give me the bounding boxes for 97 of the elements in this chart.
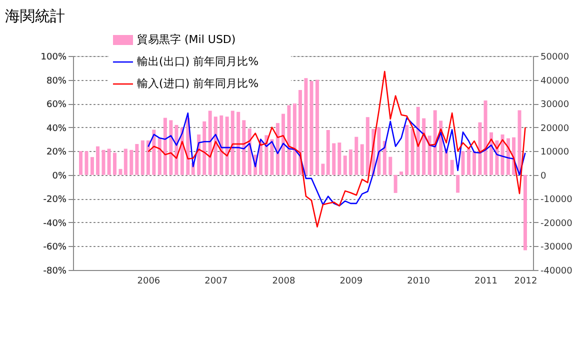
bar — [338, 142, 342, 175]
y2-tick-label: 10000 — [540, 148, 570, 158]
bar — [236, 112, 240, 175]
bar — [466, 148, 470, 175]
y2-tick-label: 0 — [540, 171, 546, 182]
bar — [416, 106, 420, 175]
bar — [214, 116, 218, 175]
bar — [348, 149, 352, 175]
x-tick-label: 2007 — [204, 276, 228, 286]
x-tick-label: 2006 — [137, 276, 160, 286]
bar — [484, 100, 488, 175]
bar — [326, 130, 330, 175]
y2-tick-label: 40000 — [540, 76, 570, 86]
bar — [388, 156, 392, 175]
bar — [118, 168, 122, 175]
bar — [292, 104, 296, 175]
bar — [130, 150, 134, 175]
bar — [163, 118, 167, 175]
bar — [202, 121, 206, 175]
y-tick-label: 0% — [52, 171, 67, 182]
y-tick-label: -40% — [43, 218, 67, 229]
line-series — [148, 112, 526, 206]
bar — [79, 151, 83, 175]
legend-label: 貿易黒字 (Mil USD) — [137, 33, 236, 46]
bar — [158, 138, 162, 175]
bar — [146, 140, 150, 175]
y2-tick-label: 30000 — [540, 100, 570, 110]
x-tick-label: 2012 — [514, 276, 538, 286]
bar — [90, 157, 94, 175]
bar — [124, 148, 128, 175]
bar — [298, 90, 302, 175]
bar — [354, 136, 358, 175]
bar — [472, 151, 476, 175]
bar — [102, 150, 106, 175]
bar — [500, 134, 504, 175]
bar — [382, 140, 386, 175]
bar — [394, 174, 398, 193]
bar — [343, 156, 347, 175]
bar — [366, 117, 370, 175]
bar — [478, 122, 482, 175]
bar — [84, 151, 88, 175]
x-tick-label: 2011 — [474, 276, 498, 286]
bar — [96, 146, 100, 175]
y2-tick-label: -40000 — [540, 266, 573, 276]
bar — [270, 139, 274, 175]
bar — [450, 160, 454, 175]
y2-tick-label: 20000 — [540, 124, 570, 134]
bar — [135, 144, 139, 175]
bar — [276, 123, 280, 175]
bar — [405, 124, 409, 175]
bar — [410, 128, 414, 175]
bar — [461, 151, 465, 175]
bar — [422, 118, 426, 175]
bar — [140, 140, 144, 175]
bar — [518, 110, 522, 175]
bar — [304, 78, 308, 175]
bar — [321, 164, 325, 175]
bar — [456, 174, 460, 193]
y2-tick-label: -30000 — [540, 242, 573, 253]
y-tick-label: 100% — [40, 52, 67, 62]
bar — [310, 80, 314, 175]
bar — [433, 110, 437, 175]
bar — [281, 114, 285, 175]
y2-tick-label: -20000 — [540, 218, 573, 229]
bar — [242, 120, 246, 175]
bar — [169, 120, 173, 175]
y2-tick-label: -10000 — [540, 195, 573, 206]
bar — [523, 174, 527, 250]
bar — [220, 115, 224, 175]
bar — [400, 172, 404, 175]
y-tick-label: 40% — [46, 124, 67, 134]
bar — [287, 105, 291, 175]
line-series — [148, 70, 526, 228]
bar — [428, 136, 432, 175]
bar — [225, 116, 229, 175]
legend-label: 輸出(出口) 前年同月比% — [137, 55, 259, 68]
x-tick-label: 2008 — [272, 276, 296, 286]
y-tick-label: -20% — [43, 195, 67, 206]
legend-label: 輸入(进口) 前年同月比% — [137, 77, 259, 90]
y-tick-label: 80% — [46, 76, 67, 86]
bar — [315, 80, 319, 175]
x-tick-label: 2009 — [340, 276, 363, 286]
bar — [208, 110, 212, 175]
bar — [332, 143, 336, 175]
bar — [152, 130, 156, 175]
y-tick-label: -60% — [43, 242, 67, 253]
bar — [107, 148, 111, 175]
y-tick-label: 60% — [46, 100, 67, 110]
bar — [360, 144, 364, 175]
y2-tick-label: 50000 — [540, 52, 570, 62]
bar — [230, 110, 234, 175]
chart-title: 海関統計 — [5, 7, 65, 25]
bar — [113, 152, 117, 175]
y-tick-label: 20% — [46, 148, 67, 158]
x-tick-label: 2010 — [407, 276, 430, 286]
y-tick-label: -80% — [43, 266, 67, 276]
bar — [377, 127, 381, 175]
